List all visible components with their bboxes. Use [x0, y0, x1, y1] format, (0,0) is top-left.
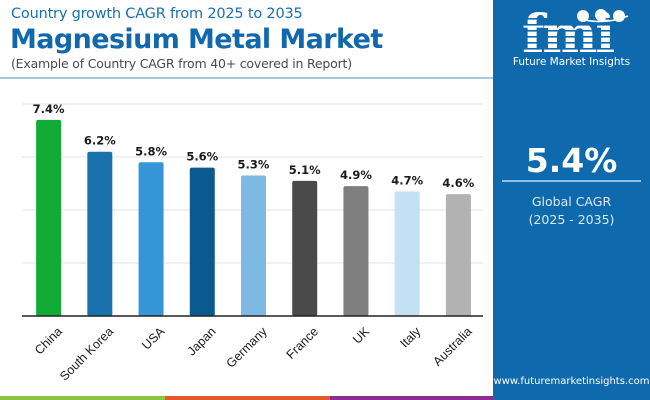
- chart-title: Magnesium Metal Market: [10, 24, 383, 55]
- global-cagr-value: 5.4%: [525, 141, 618, 180]
- data-label: 6.2%: [84, 134, 116, 148]
- x-tick-label: USA: [139, 324, 168, 353]
- data-label: 4.6%: [442, 176, 474, 190]
- global-cagr-period: (2025 - 2035): [528, 212, 615, 227]
- brand-name: Future Market Insights: [512, 56, 631, 68]
- x-tick-label: South Korea: [57, 324, 116, 383]
- data-label: 5.8%: [135, 144, 167, 158]
- bar-germany: [241, 175, 266, 316]
- bar-uk: [343, 186, 369, 316]
- data-label: 5.3%: [238, 158, 270, 172]
- data-label: 5.1%: [289, 163, 321, 177]
- bar-australia: [445, 194, 471, 316]
- global-cagr-label: Global CAGR (2025 - 2035): [493, 193, 650, 229]
- bar-south-korea: [87, 151, 113, 316]
- website-link[interactable]: www.futuremarketinsights.com: [493, 376, 650, 387]
- bar-usa: [138, 162, 164, 316]
- data-label: 5.6%: [186, 150, 218, 164]
- footer-stripe-orange: [165, 396, 330, 400]
- bar-china: [36, 119, 62, 317]
- x-tick-label: France: [284, 324, 321, 361]
- title-divider: [0, 77, 493, 79]
- x-tick-label: UK: [350, 324, 373, 347]
- data-label: 4.7%: [391, 173, 423, 187]
- bar-chart: 7.4% China 6.2% South Korea 5.8% USA 5.6% Japan…: [22, 102, 483, 383]
- x-tick-label: Japan: [185, 324, 219, 358]
- x-tick-label: Germany: [224, 324, 271, 371]
- x-tick-label: China: [32, 324, 65, 357]
- bar-italy: [394, 191, 420, 316]
- data-label: 7.4%: [33, 102, 65, 116]
- chart-note: (Example of Country CAGR from 40+ covere…: [11, 56, 352, 71]
- cagr-divider: [502, 180, 641, 182]
- fmi-logo-icon: fmi: [518, 4, 633, 56]
- x-tick-label: Australia: [430, 324, 474, 368]
- footer-stripe-green: [0, 396, 165, 400]
- bar-japan: [189, 167, 215, 316]
- chart-subtitle: Country growth CAGR from 2025 to 2035: [11, 6, 303, 22]
- x-tick-label: Italy: [397, 324, 424, 351]
- summary-panel: [493, 0, 650, 400]
- footer-stripe-purple: [330, 396, 493, 400]
- data-label: 4.9%: [340, 168, 372, 182]
- global-cagr-label-line1: Global CAGR: [531, 194, 612, 209]
- bar-france: [292, 180, 318, 316]
